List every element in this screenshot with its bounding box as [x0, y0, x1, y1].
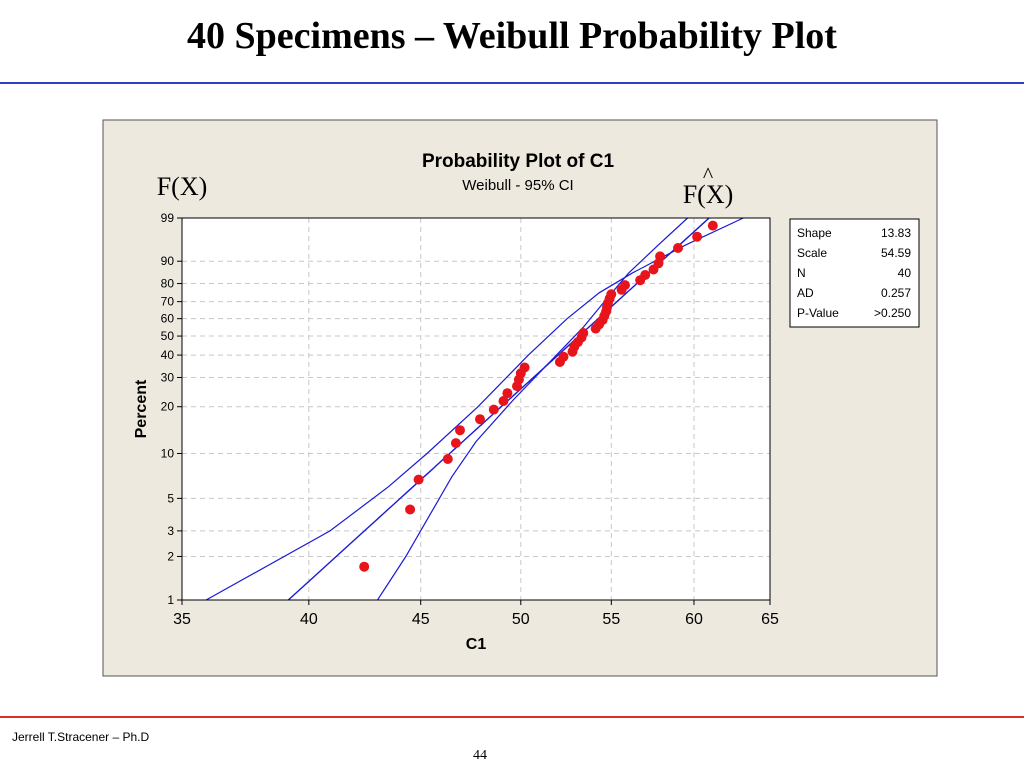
grid	[182, 218, 770, 600]
fx-hat-annotation: ^	[703, 162, 714, 187]
stat-value: 0.257	[881, 286, 911, 300]
y-tick-label: 80	[161, 277, 175, 291]
top-divider	[0, 82, 1024, 84]
y-tick-label: 40	[161, 348, 175, 362]
y-tick-label: 20	[161, 400, 175, 414]
stats-box	[789, 218, 920, 328]
data-point	[455, 425, 465, 436]
y-tick-label: 5	[167, 491, 174, 505]
data-point	[640, 270, 651, 280]
page-number: 44	[473, 748, 487, 763]
ci-upper-band	[376, 217, 689, 601]
chart-title: Probability Plot of C1	[422, 151, 615, 172]
plot-frame	[181, 217, 771, 601]
y-tick-label: 30	[161, 370, 175, 384]
stat-label: P-Value	[797, 306, 839, 320]
x-tick-label: 55	[602, 611, 620, 628]
data-point	[450, 438, 461, 449]
y-tick-label: 3	[167, 524, 174, 538]
x-tick-label: 65	[761, 611, 779, 628]
x-tick-label: 35	[173, 611, 191, 628]
data-point	[673, 243, 683, 253]
data-point	[442, 454, 453, 464]
y-tick-label: 99	[161, 211, 175, 225]
y-tick-label: 60	[161, 312, 175, 326]
x-axis-label: C1	[466, 636, 487, 653]
data-point	[606, 289, 617, 300]
data-point	[692, 231, 703, 242]
fx-annotation-right: F(X)	[683, 180, 734, 209]
data-point	[519, 362, 530, 373]
data-point	[655, 251, 666, 262]
data-point	[413, 474, 424, 485]
stat-value: 13.83	[881, 226, 911, 240]
ci-lower-band	[205, 217, 744, 601]
data-point	[707, 220, 718, 231]
stat-label: Shape	[797, 226, 832, 240]
stats-table: Shape 13.83 Scale 54.59 N 40 AD 0.257 P-Value >0.…	[797, 226, 911, 320]
y-tick-label: 90	[161, 254, 175, 268]
data-point	[405, 504, 416, 515]
y-tick-label: 1	[167, 593, 174, 607]
stat-value: 40	[898, 266, 912, 280]
stat-label: N	[797, 266, 806, 280]
y-tick-label: 2	[167, 549, 174, 563]
data-point	[558, 351, 569, 362]
chart-subtitle: Weibull - 95% CI	[462, 177, 573, 194]
x-tick-label: 50	[512, 611, 530, 628]
stat-label: Scale	[797, 246, 827, 260]
data-point	[578, 328, 589, 338]
fx-annotation-left: F(X)	[157, 172, 208, 201]
data-point	[475, 414, 485, 425]
x-tick-label: 40	[300, 611, 318, 628]
data-point	[498, 396, 509, 406]
x-tick-label: 60	[685, 611, 703, 628]
y-axis-label: Percent	[133, 379, 150, 438]
stat-label: AD	[797, 286, 814, 300]
footer-author: Jerrell T.Stracener – Ph.D	[12, 730, 150, 744]
data-point	[620, 280, 630, 291]
data-point	[502, 388, 513, 399]
slide-title: 40 Specimens – Weibull Probability Plot	[187, 15, 837, 57]
data-points	[359, 220, 718, 572]
stat-value: >0.250	[874, 306, 911, 320]
stat-value: 54.59	[881, 246, 911, 260]
y-tick-label: 10	[161, 447, 175, 461]
bottom-divider	[0, 716, 1024, 718]
x-tick-label: 45	[412, 611, 430, 628]
y-tick-label: 50	[161, 329, 175, 343]
data-point	[488, 404, 499, 415]
data-point	[359, 561, 370, 572]
y-tick-label: 70	[161, 295, 175, 309]
